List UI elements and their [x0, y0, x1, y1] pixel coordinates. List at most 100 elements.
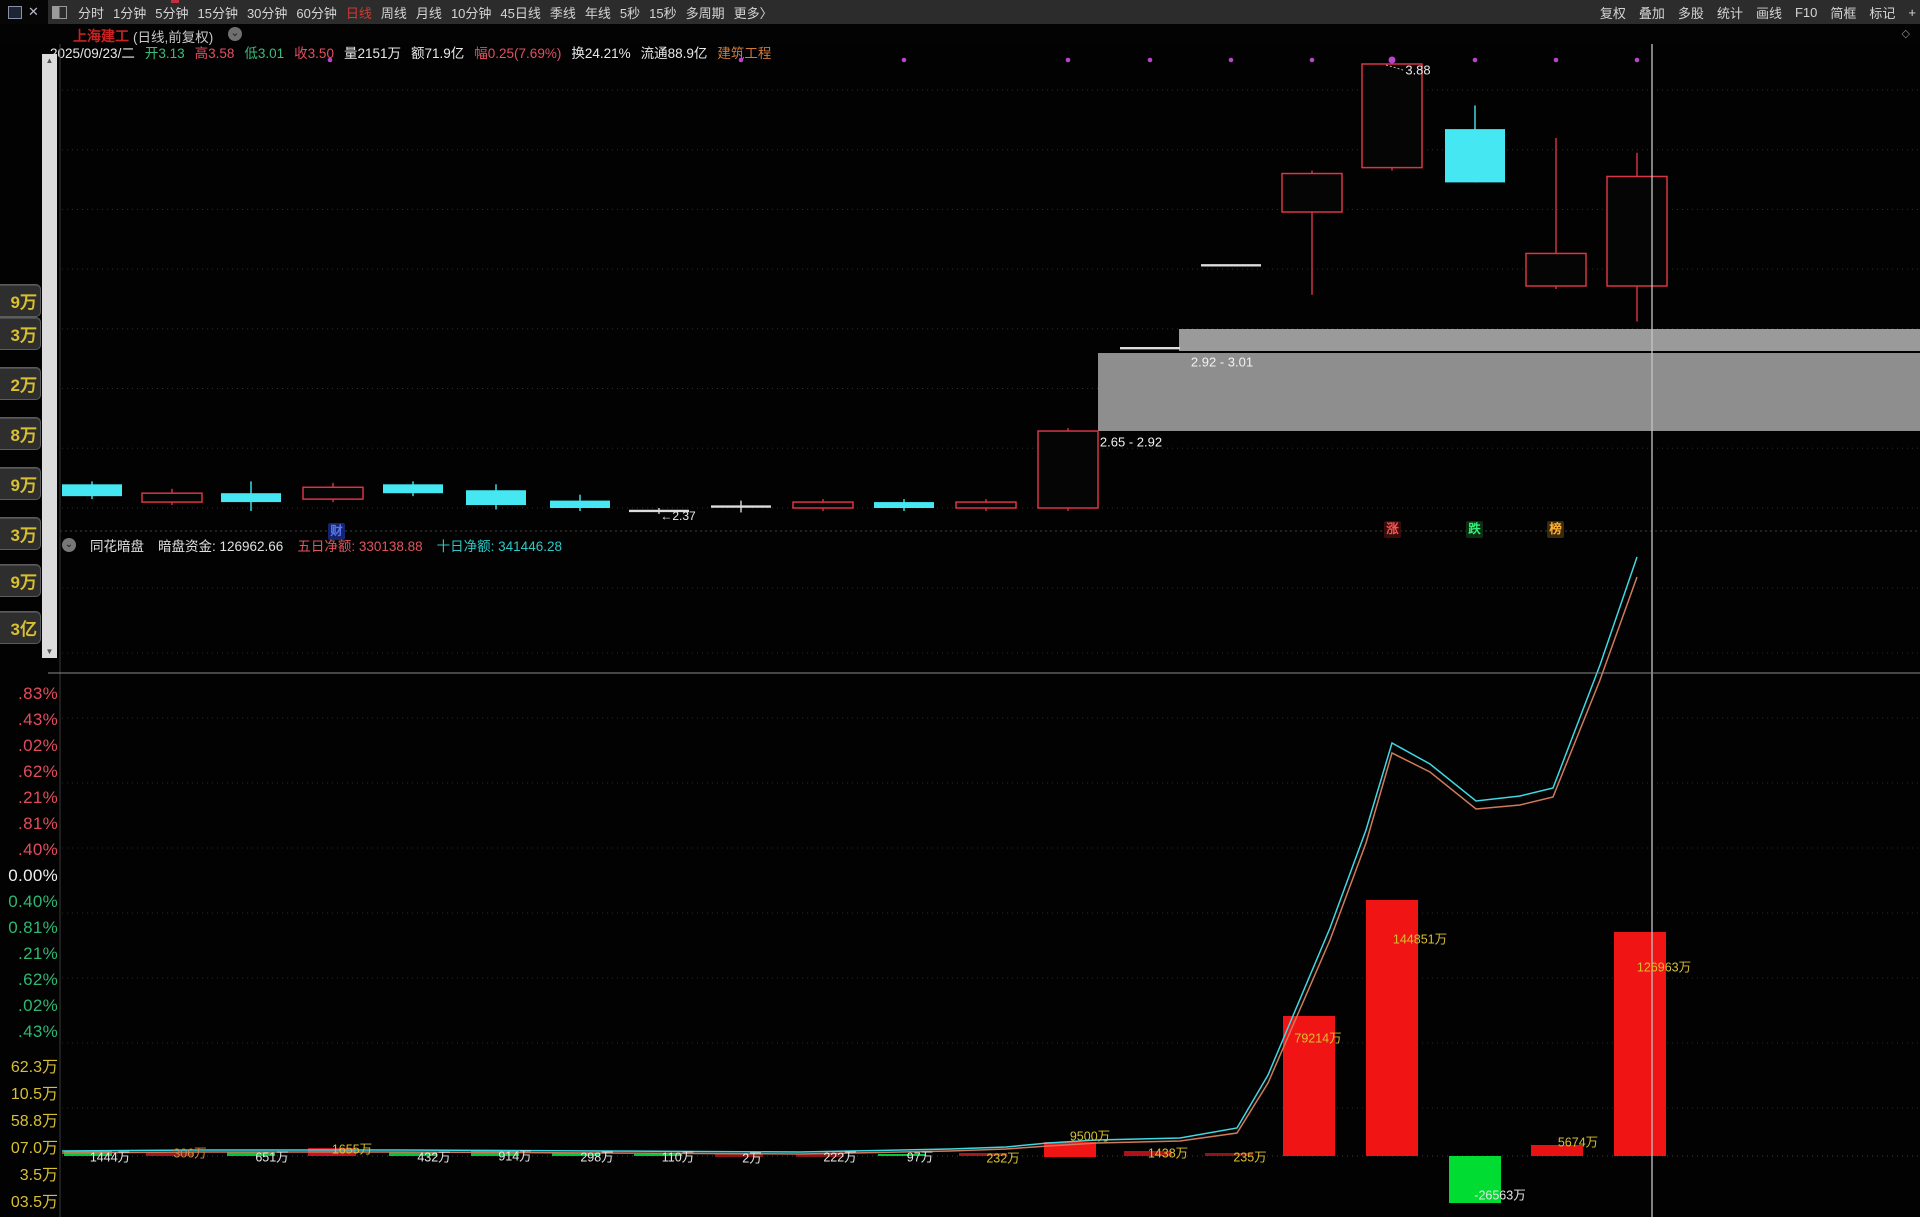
left-list-value-button[interactable]: 8万: [0, 417, 41, 450]
candle-body-down: [550, 500, 610, 508]
left-percent-value: .81%: [18, 814, 58, 833]
candle-body-down: [383, 484, 443, 494]
left-list-value-label: 9万: [10, 476, 37, 495]
signal-dot: [1065, 57, 1071, 63]
scroll-up-icon[interactable]: ▲: [45, 56, 54, 65]
badge-财[interactable]: 财: [328, 523, 345, 540]
chevron-down-icon[interactable]: ⌄: [228, 27, 242, 41]
period-周线[interactable]: 周线: [380, 5, 407, 21]
fund-bar: [471, 1151, 519, 1156]
period-季线[interactable]: 季线: [549, 5, 576, 21]
period-15分钟[interactable]: 15分钟: [197, 5, 238, 21]
left-list-value-button[interactable]: 3亿: [0, 611, 41, 644]
vertical-scrollbar[interactable]: ▲ ▼: [42, 54, 57, 658]
toolbar: 分时 1分钟 5分钟 15分钟 30分钟 60分钟 日线 周线 月线 10分钟 45日线 季线 年线 5秒…: [0, 0, 1920, 25]
left-list-value-button[interactable]: 2万: [0, 367, 41, 400]
period-1分钟[interactable]: 1分钟: [113, 5, 147, 21]
fund-bar: [796, 1154, 844, 1157]
fund-bar: [389, 1152, 437, 1156]
left-list-value-label: 2万: [10, 376, 37, 395]
app-icon[interactable]: [8, 6, 22, 19]
toolbar-F10[interactable]: F10: [1794, 4, 1818, 20]
period-更多〉[interactable]: 更多〉: [733, 5, 773, 21]
left-list-value-label: 8万: [10, 426, 37, 445]
window-corner: ✕: [0, 0, 48, 24]
candle-body-up: [141, 492, 203, 503]
indicator-header-row: ⌄ 同花暗盘 暗盘资金: 126962.66 五日净额: 330138.88 十日净额…: [62, 536, 562, 554]
period-15秒[interactable]: 15秒: [649, 5, 677, 21]
toolbar-复权[interactable]: 复权: [1599, 5, 1626, 21]
period-30分钟[interactable]: 30分钟: [246, 5, 288, 21]
toolbar-画线[interactable]: 画线: [1755, 5, 1782, 21]
fund-bar: [227, 1152, 275, 1156]
toolbar-统计[interactable]: 统计: [1716, 5, 1743, 21]
fund-bar: [1124, 1151, 1172, 1156]
badge-跌[interactable]: 跌: [1466, 521, 1483, 538]
quote-field: 低3.01: [244, 46, 285, 61]
left-list-value-button[interactable]: 3万: [0, 517, 41, 550]
period-月线[interactable]: 月线: [415, 5, 442, 21]
candle-body-down: [1445, 129, 1505, 183]
diamond-icon[interactable]: ◇: [1901, 28, 1910, 40]
candle-body-down: [874, 502, 934, 508]
left-list-value-label: 3万: [10, 326, 37, 345]
candle-body-down: [221, 493, 281, 503]
toolbar-简框[interactable]: 简框: [1830, 5, 1857, 21]
period-分时[interactable]: 分时: [78, 5, 105, 21]
period-年线[interactable]: 年线: [584, 5, 611, 21]
period-60分钟[interactable]: 60分钟: [296, 5, 337, 21]
scroll-down-icon[interactable]: ▼: [45, 647, 54, 656]
period-10分钟[interactable]: 10分钟: [450, 5, 492, 21]
split-view-icon[interactable]: [52, 5, 67, 19]
left-percent-value: 0.40%: [8, 892, 58, 911]
left-percent-value: .62%: [18, 762, 58, 781]
toolbar-right-menu: 复权 叠加 多股 统计 画线 F10 简框 标记 +: [1600, 0, 1916, 24]
signal-dot: [1472, 57, 1478, 63]
candle-body-up: [1361, 63, 1423, 169]
cost-band: [1179, 329, 1920, 351]
left-percent-value: 0.00%: [8, 866, 58, 885]
period-日线[interactable]: 日线: [345, 5, 372, 21]
left-percent-value: .43%: [18, 1022, 58, 1041]
fund-bar: [715, 1154, 763, 1157]
left-list-value-button[interactable]: 3万: [0, 317, 41, 350]
candle-body-up: [1525, 252, 1587, 287]
quote-field: 流通88.9亿: [640, 46, 708, 61]
toolbar-标记[interactable]: 标记: [1869, 5, 1896, 21]
toolbar-多股[interactable]: 多股: [1677, 5, 1704, 21]
fund-bar: [552, 1153, 600, 1156]
toolbar-+[interactable]: +: [1908, 4, 1916, 20]
left-list-value-button[interactable]: 9万: [0, 564, 41, 597]
signal-dot: [1147, 57, 1153, 63]
fund-bar: [146, 1153, 194, 1156]
toolbar-叠加[interactable]: 叠加: [1638, 5, 1665, 21]
badge-涨[interactable]: 涨: [1384, 521, 1401, 538]
indicator-field: 五日净额: 330138.88: [297, 539, 423, 554]
candle-body-up: [955, 501, 1017, 509]
quote-field: 高3.58: [194, 46, 235, 61]
collapse-icon[interactable]: ⌄: [62, 538, 76, 552]
left-percent-value: .02%: [18, 736, 58, 755]
left-list-value-label: 3万: [10, 526, 37, 545]
left-percent-value: .83%: [18, 684, 58, 703]
stock-name[interactable]: 上海建工: [73, 28, 129, 44]
fund-bar: [878, 1154, 926, 1156]
period-5秒[interactable]: 5秒: [619, 5, 641, 21]
signal-dot: [901, 57, 907, 63]
close-icon[interactable]: ✕: [28, 4, 39, 19]
fund-bar: [959, 1153, 1007, 1156]
signal-dot: [738, 57, 744, 63]
period-5分钟[interactable]: 5分钟: [155, 5, 189, 21]
left-list-value-button[interactable]: 9万: [0, 284, 41, 317]
left-amount-value: 03.5万: [10, 1194, 58, 1211]
period-45日线[interactable]: 45日线: [500, 5, 541, 21]
quote-field: 开3.13: [144, 46, 185, 61]
quote-info-row: 2025/09/23/二 开3.13 高3.58 低3.01 收3.50 量2151万 额7…: [50, 44, 771, 61]
candle-body-up: [1606, 175, 1668, 287]
badge-榜[interactable]: 榜: [1547, 521, 1564, 538]
period-多周期[interactable]: 多周期: [685, 5, 725, 21]
left-list-value-button[interactable]: 9万: [0, 467, 41, 500]
candle-body-up: [792, 501, 854, 509]
